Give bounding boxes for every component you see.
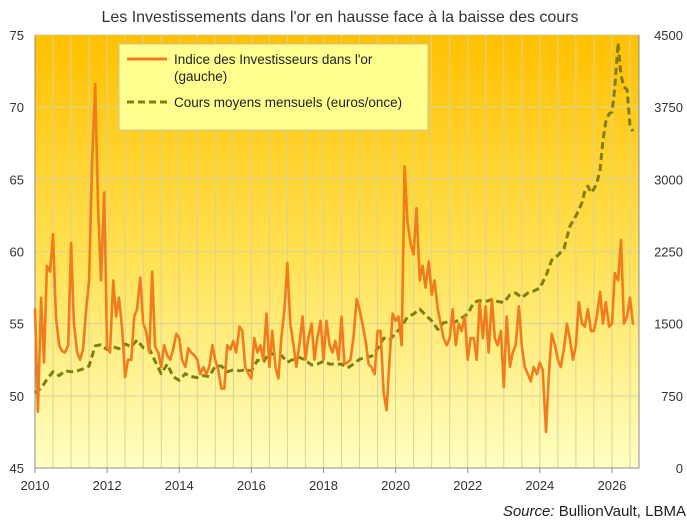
y-right-tick-label: 4500 [654, 28, 683, 43]
x-tick-label: 2014 [165, 478, 194, 493]
y-left-tick-label: 60 [10, 245, 24, 260]
y-right-tick-label: 750 [661, 389, 683, 404]
legend-label-index: Indice des Investisseurs dans l'or [174, 52, 373, 67]
legend: Indice des Investisseurs dans l'or (gauc… [118, 43, 429, 131]
series-line-index [33, 82, 635, 434]
y-left-tick-label: 45 [10, 461, 24, 476]
chart-title: Les Investissements dans l'or en hausse … [101, 9, 578, 26]
x-tick-label: 2022 [453, 478, 482, 493]
y-right-tick-label: 1500 [654, 317, 683, 332]
y-right-tick-label: 3000 [654, 172, 683, 187]
source-note: Source: BullionVault, LBMA [503, 503, 686, 520]
source-text: BullionVault, LBMA [555, 503, 686, 520]
y-left-tick-label: 50 [10, 389, 24, 404]
series-line-price [34, 41, 635, 395]
y-left-tick-label: 75 [10, 28, 24, 43]
legend-box [118, 43, 429, 131]
legend-label-index-axis: (gauche) [174, 69, 227, 84]
x-tick-label: 2012 [93, 478, 122, 493]
x-tick-label: 2026 [597, 478, 626, 493]
y-right-tick-label: 0 [676, 461, 683, 476]
y-left-tick-label: 65 [10, 172, 24, 187]
x-tick-label: 2020 [381, 478, 410, 493]
source-prefix: Source: [503, 503, 555, 520]
y-left-tick-label: 70 [10, 100, 24, 115]
x-tick-label: 2024 [525, 478, 554, 493]
y-left-tick-label: 55 [10, 317, 24, 332]
series [33, 41, 635, 434]
y-right-tick-label: 2250 [654, 245, 683, 260]
x-tick-label: 2010 [21, 478, 50, 493]
y-right-tick-label: 3750 [654, 100, 683, 115]
x-tick-label: 2018 [309, 478, 338, 493]
legend-label-price: Cours moyens mensuels (euros/once) [174, 95, 402, 110]
axes: 4550556065707507501500225030003750450020… [10, 28, 683, 493]
x-tick-label: 2016 [237, 478, 266, 493]
